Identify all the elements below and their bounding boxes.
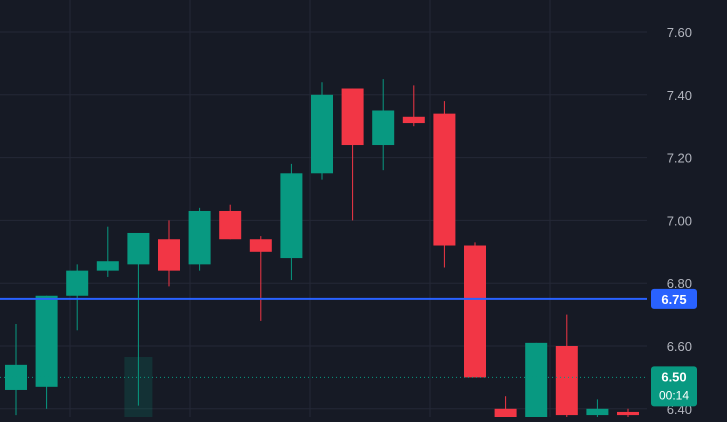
- candle-body[interactable]: [372, 110, 395, 146]
- candle-body[interactable]: [586, 408, 609, 416]
- last-price-label: 6.50: [661, 369, 686, 384]
- candle-body[interactable]: [494, 408, 517, 422]
- candle[interactable]: [127, 232, 150, 406]
- candle-body[interactable]: [188, 210, 211, 265]
- price-labels: 6.75 6.50 00:14: [651, 288, 697, 407]
- candle[interactable]: [219, 204, 242, 240]
- price-line-label: 6.75: [661, 292, 686, 307]
- price-tick-label: 6.60: [667, 339, 692, 354]
- candle-body[interactable]: [35, 295, 58, 387]
- candle-body[interactable]: [555, 346, 578, 416]
- price-tick-label: 7.60: [667, 25, 692, 40]
- candle[interactable]: [35, 295, 58, 409]
- candle-body[interactable]: [341, 88, 364, 146]
- candle-body[interactable]: [219, 210, 242, 240]
- candle-body[interactable]: [96, 261, 119, 271]
- candle-body[interactable]: [66, 270, 89, 296]
- candle[interactable]: [66, 264, 89, 331]
- candle[interactable]: [96, 226, 119, 277]
- candle[interactable]: [158, 220, 180, 287]
- candle[interactable]: [433, 101, 456, 268]
- price-axis[interactable]: 6.406.606.807.007.207.407.60: [647, 0, 727, 417]
- candle-body[interactable]: [464, 245, 486, 378]
- price-lines: [0, 297, 647, 378]
- candle[interactable]: [402, 85, 425, 127]
- price-tick-label: 7.20: [667, 151, 692, 166]
- candle[interactable]: [464, 242, 486, 378]
- price-tick-label: 6.80: [667, 276, 692, 291]
- candle-body[interactable]: [402, 116, 425, 124]
- price-axis-background: [647, 0, 727, 417]
- candle-body[interactable]: [311, 94, 333, 174]
- price-line-label-box: [651, 288, 697, 309]
- candle-body[interactable]: [433, 113, 456, 246]
- candle-body[interactable]: [158, 239, 180, 271]
- price-tick-label: 7.40: [667, 88, 692, 103]
- candle[interactable]: [188, 207, 211, 271]
- candle[interactable]: [311, 82, 333, 180]
- candle-body[interactable]: [127, 232, 150, 265]
- candle-body[interactable]: [617, 411, 639, 416]
- candle-body[interactable]: [525, 342, 548, 422]
- last-price-label-box: [651, 366, 697, 407]
- candle[interactable]: [372, 79, 395, 171]
- candle[interactable]: [617, 408, 639, 422]
- price-tick-label: 7.00: [667, 213, 692, 228]
- candle[interactable]: [280, 163, 303, 281]
- candle[interactable]: [525, 342, 548, 422]
- candles[interactable]: [5, 79, 639, 422]
- candle-body[interactable]: [280, 173, 303, 259]
- candle-body[interactable]: [249, 239, 272, 252]
- candle[interactable]: [249, 236, 272, 321]
- candle[interactable]: [341, 88, 364, 221]
- bar-countdown-label: 00:14: [659, 388, 689, 402]
